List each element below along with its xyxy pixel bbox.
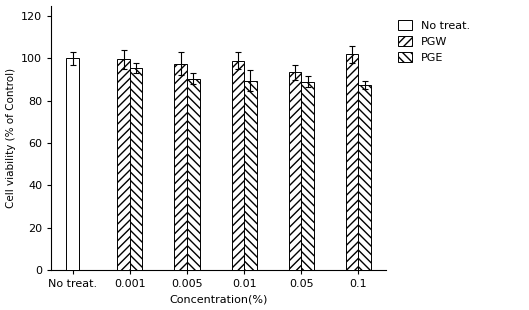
Bar: [175, 64, 187, 270]
Y-axis label: Cell viability (% of Control): Cell viability (% of Control): [6, 68, 15, 208]
Bar: [301, 82, 314, 270]
Legend: No treat., PGW, PGE: No treat., PGW, PGE: [395, 16, 473, 67]
Bar: [232, 60, 244, 270]
Bar: [187, 78, 199, 270]
Bar: [117, 60, 130, 270]
Bar: [244, 81, 257, 270]
Bar: [289, 72, 301, 270]
Bar: [130, 68, 142, 270]
Bar: [358, 85, 371, 270]
Bar: [67, 58, 79, 270]
Bar: [346, 54, 358, 270]
X-axis label: Concentration(%): Concentration(%): [169, 294, 268, 304]
